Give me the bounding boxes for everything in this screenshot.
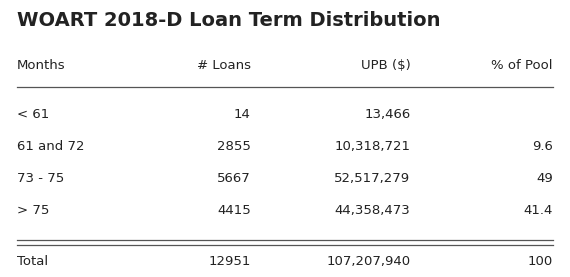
- Text: 10,318,721: 10,318,721: [335, 140, 410, 153]
- Text: 2855: 2855: [217, 140, 251, 153]
- Text: 12951: 12951: [209, 255, 251, 268]
- Text: Months: Months: [17, 59, 66, 72]
- Text: 13,466: 13,466: [364, 109, 410, 121]
- Text: 107,207,940: 107,207,940: [326, 255, 410, 268]
- Text: WOART 2018-D Loan Term Distribution: WOART 2018-D Loan Term Distribution: [17, 11, 441, 30]
- Text: 49: 49: [536, 172, 553, 185]
- Text: 44,358,473: 44,358,473: [335, 204, 410, 217]
- Text: # Loans: # Loans: [197, 59, 251, 72]
- Text: > 75: > 75: [17, 204, 50, 217]
- Text: 9.6: 9.6: [532, 140, 553, 153]
- Text: 52,517,279: 52,517,279: [334, 172, 410, 185]
- Text: < 61: < 61: [17, 109, 50, 121]
- Text: 100: 100: [528, 255, 553, 268]
- Text: Total: Total: [17, 255, 48, 268]
- Text: 73 - 75: 73 - 75: [17, 172, 64, 185]
- Text: 61 and 72: 61 and 72: [17, 140, 84, 153]
- Text: 41.4: 41.4: [523, 204, 553, 217]
- Text: UPB ($): UPB ($): [361, 59, 410, 72]
- Text: % of Pool: % of Pool: [491, 59, 553, 72]
- Text: 5667: 5667: [217, 172, 251, 185]
- Text: 4415: 4415: [217, 204, 251, 217]
- Text: 14: 14: [234, 109, 251, 121]
